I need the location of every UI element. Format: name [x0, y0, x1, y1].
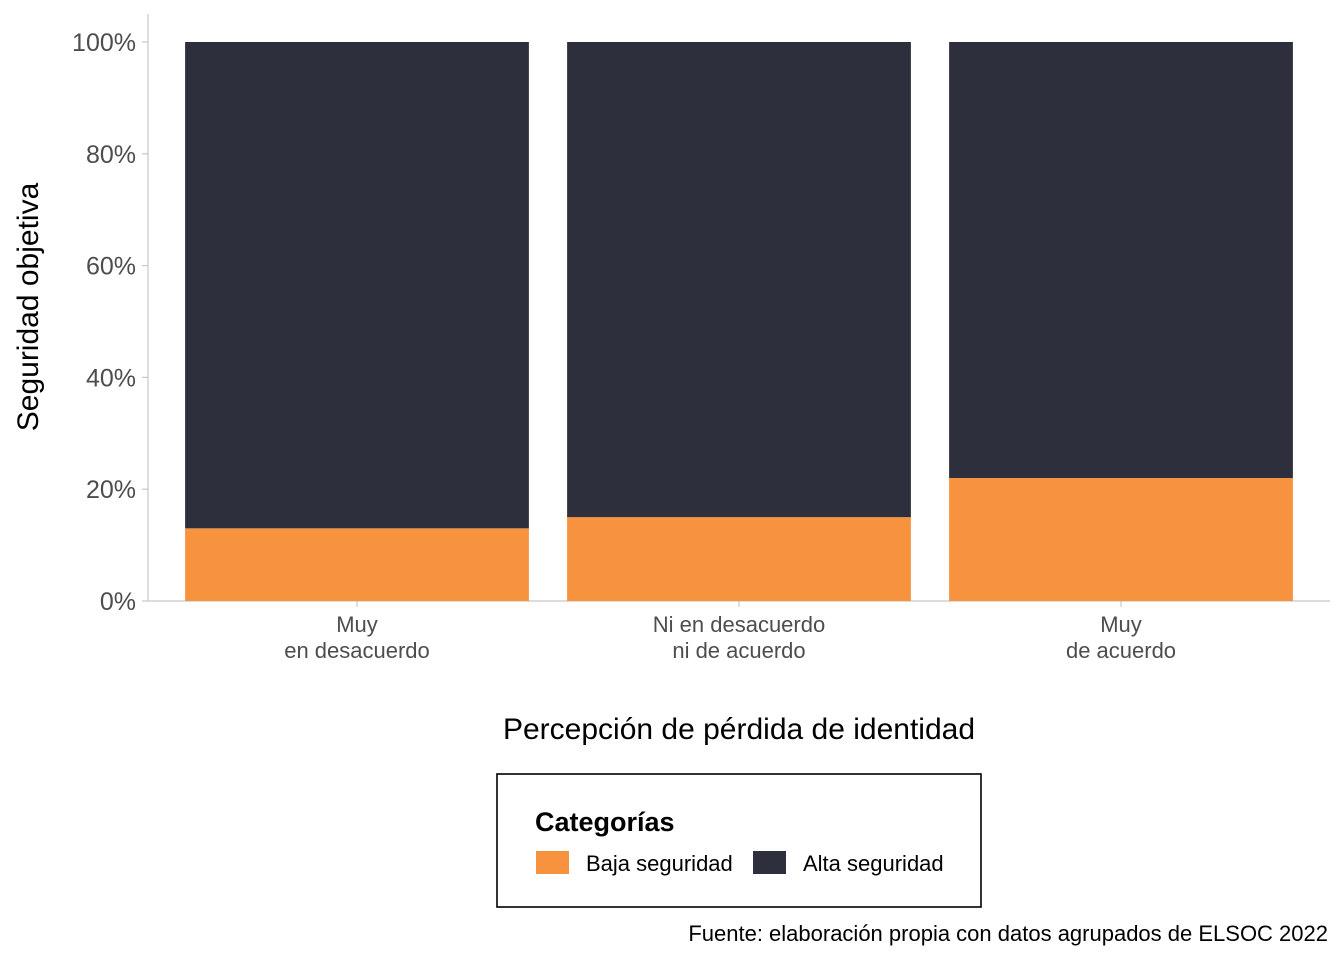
x-tick-label-line: Muy	[1100, 612, 1142, 637]
bars-group	[185, 42, 1293, 601]
legend-box	[496, 773, 982, 908]
y-tick-label: 40%	[86, 364, 136, 392]
x-tick-label: Muy de acuerdo	[1066, 612, 1176, 663]
y-tick-label: 60%	[86, 253, 136, 281]
bar-baja-seguridad-2	[949, 478, 1293, 601]
legend-label-alta: Alta seguridad	[803, 851, 944, 876]
y-axis-ticks: 0% 20% 40% 60% 80% 100%	[72, 29, 148, 616]
y-tick-label: 80%	[86, 141, 136, 169]
y-axis-title: Seguridad objetiva	[12, 182, 45, 431]
caption: Fuente: elaboración propia con datos agr…	[688, 921, 1328, 946]
y-tick-label: 100%	[72, 29, 136, 57]
y-tick-label: 20%	[86, 476, 136, 504]
x-tick-label: Muy en desacuerdo	[284, 612, 430, 663]
x-tick-label-line: Muy	[336, 612, 378, 637]
x-tick-label-line: de acuerdo	[1066, 638, 1176, 663]
legend-title: Categorías	[535, 807, 675, 837]
bar-alta-seguridad-0	[185, 42, 529, 529]
bar-baja-seguridad-0	[185, 528, 529, 601]
x-tick-label: Ni en desacuerdo ni de acuerdo	[653, 612, 825, 663]
x-axis-title: Percepción de pérdida de identidad	[503, 713, 975, 746]
x-tick-label-line: ni de acuerdo	[672, 638, 805, 663]
legend-key-alta	[753, 851, 786, 874]
y-tick-label: 0%	[100, 588, 136, 616]
bar-baja-seguridad-1	[567, 517, 911, 601]
bar-alta-seguridad-2	[949, 42, 1293, 479]
x-tick-label-line: Ni en desacuerdo	[653, 612, 825, 637]
legend-items: Baja seguridad Alta seguridad	[536, 851, 944, 876]
legend-label-baja: Baja seguridad	[586, 851, 733, 876]
legend: Categorías Baja seguridad Alta seguridad	[496, 773, 982, 908]
legend-key-baja	[536, 851, 569, 874]
x-tick-label-line: en desacuerdo	[284, 638, 430, 663]
bar-alta-seguridad-1	[567, 42, 911, 518]
